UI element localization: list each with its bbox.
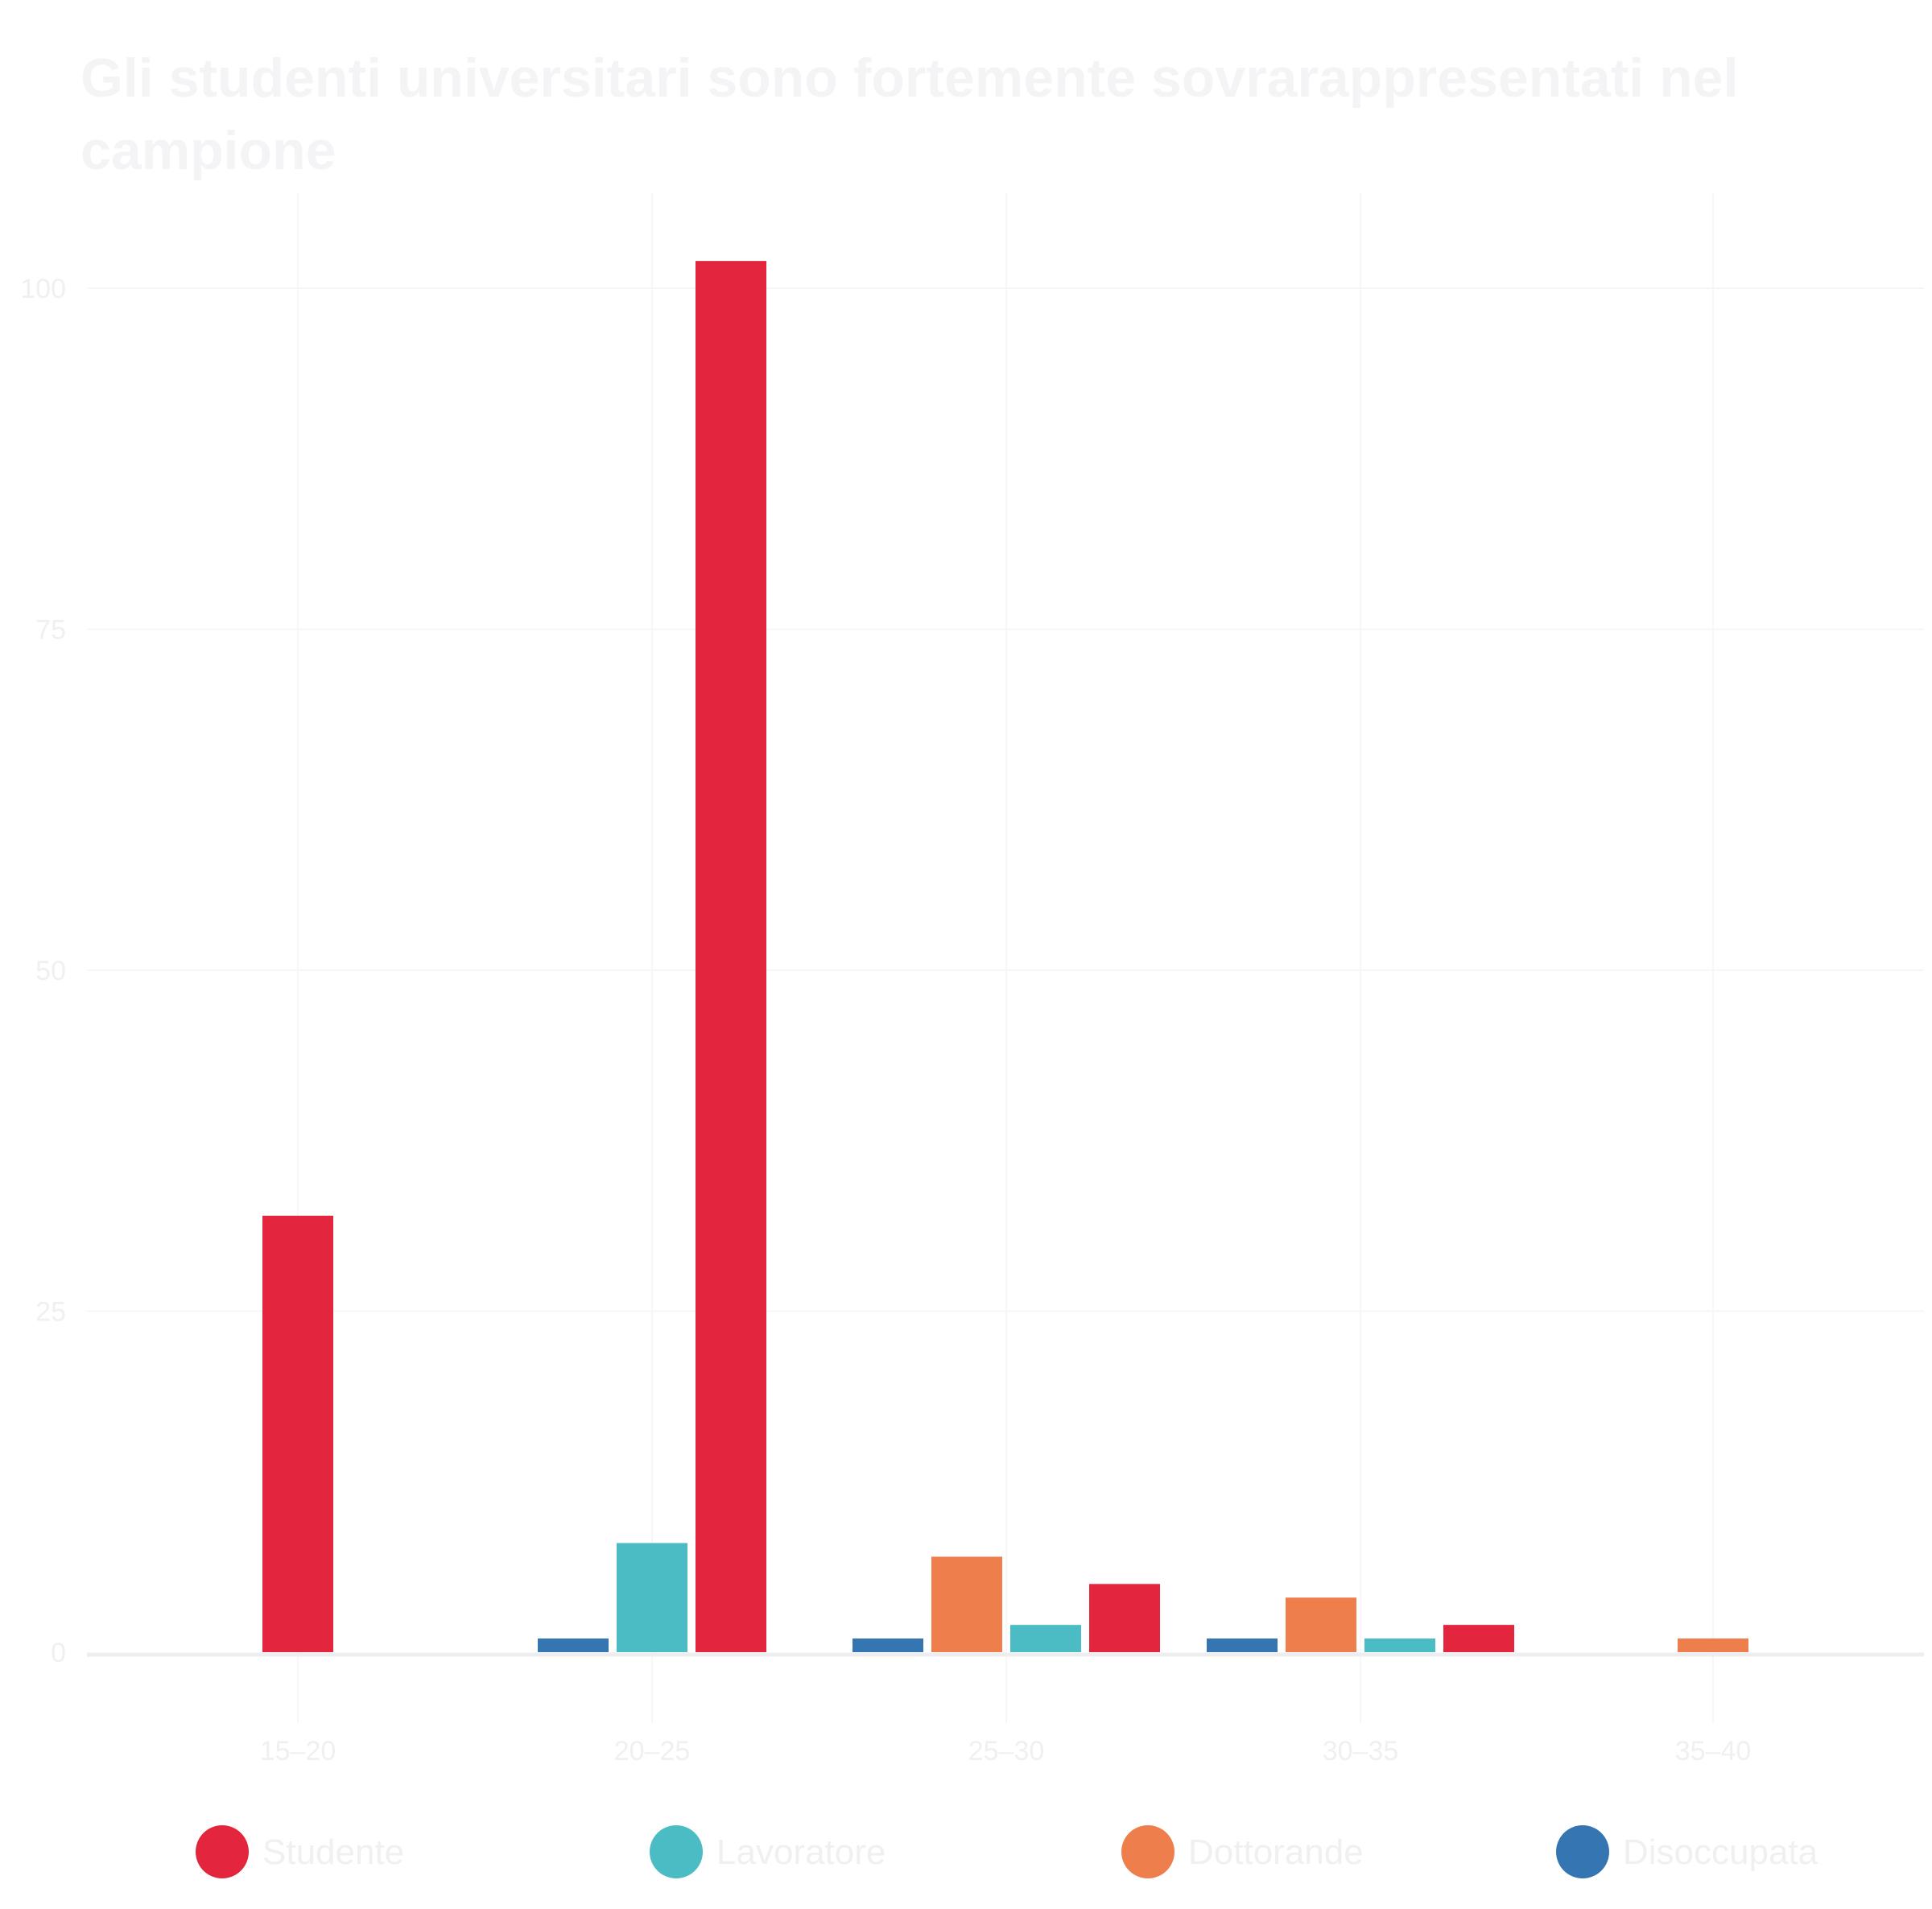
grid-lines — [87, 193, 1924, 1723]
bar-disoccupata-1 — [538, 1638, 609, 1652]
x-tick-label: 15–20 — [260, 1736, 336, 1766]
legend-label: Studente — [262, 1833, 404, 1872]
y-tick-label: 50 — [35, 956, 66, 986]
legend-item-lavoratore: Lavoratore — [650, 1825, 886, 1878]
legend-item-disoccupata: Disoccupata — [1556, 1825, 1818, 1878]
bar-dottorande-3 — [1286, 1597, 1356, 1652]
bars — [262, 261, 1748, 1652]
bar-lavoratore-3 — [1364, 1638, 1435, 1652]
legend: Studente Lavoratore Dottorande Disoccupata — [196, 1825, 1818, 1878]
x-tick-label: 20–25 — [614, 1736, 691, 1766]
x-tick-label: 25–30 — [968, 1736, 1045, 1766]
legend-swatch — [1121, 1825, 1174, 1878]
legend-item-dottorande: Dottorande — [1121, 1825, 1364, 1878]
y-tick-label: 100 — [20, 274, 66, 304]
y-tick-label: 25 — [35, 1297, 66, 1328]
chart-title: Gli studenti universitari sono fortement… — [80, 48, 1739, 181]
legend-label: Dottorande — [1188, 1833, 1364, 1872]
legend-swatch — [196, 1825, 249, 1878]
bar-dottorande-4 — [1678, 1638, 1748, 1652]
legend-item-studente: Studente — [196, 1825, 404, 1878]
bar-lavoratore-1 — [617, 1543, 687, 1652]
x-tick-label: 35–40 — [1675, 1736, 1752, 1766]
bar-studente-0 — [262, 1215, 333, 1652]
y-axis-ticks: 0 25 50 75 100 — [20, 274, 66, 1668]
bar-dottorande-2 — [931, 1556, 1002, 1652]
bar-disoccupata-2 — [852, 1638, 923, 1652]
y-tick-label: 0 — [51, 1638, 66, 1668]
legend-label: Disoccupata — [1623, 1833, 1818, 1872]
legend-swatch — [650, 1825, 703, 1878]
bar-studente-3 — [1443, 1625, 1514, 1652]
bar-lavoratore-2 — [1010, 1625, 1081, 1652]
y-tick-label: 75 — [35, 615, 66, 646]
x-tick-label: 30–35 — [1323, 1736, 1399, 1766]
bar-studente-2 — [1089, 1584, 1160, 1652]
bar-disoccupata-3 — [1207, 1638, 1278, 1652]
legend-swatch — [1556, 1825, 1609, 1878]
legend-label: Lavoratore — [716, 1833, 886, 1872]
x-axis-ticks: 15–20 20–25 25–30 30–35 35–40 — [260, 1736, 1752, 1766]
bar-studente-1 — [696, 261, 766, 1652]
